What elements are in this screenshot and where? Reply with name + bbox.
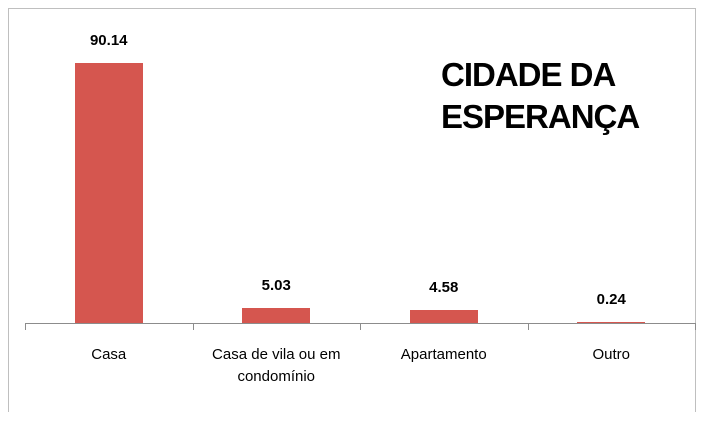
bar	[74, 63, 143, 323]
x-tick-label: Outro	[592, 346, 630, 363]
value-label: 90.14	[89, 32, 128, 49]
x-tick	[192, 323, 194, 330]
x-tick-label: Casa	[91, 346, 127, 363]
bar	[577, 322, 646, 323]
bar	[409, 309, 478, 323]
x-tick	[360, 323, 361, 330]
value-label: 5.03	[261, 277, 291, 295]
bar	[242, 308, 311, 323]
x-tick	[695, 323, 696, 330]
value-label: 4.58	[429, 278, 459, 296]
chart-title: CIDADE DA ESPERANÇA	[441, 56, 640, 135]
x-tick-label: Casa de vila ou em condomínio	[212, 346, 341, 385]
x-tick	[25, 323, 26, 330]
x-tick	[527, 323, 529, 330]
x-tick-label: Apartamento	[400, 346, 487, 363]
value-label: 0.24	[596, 291, 626, 309]
chart-frame	[8, 8, 696, 412]
